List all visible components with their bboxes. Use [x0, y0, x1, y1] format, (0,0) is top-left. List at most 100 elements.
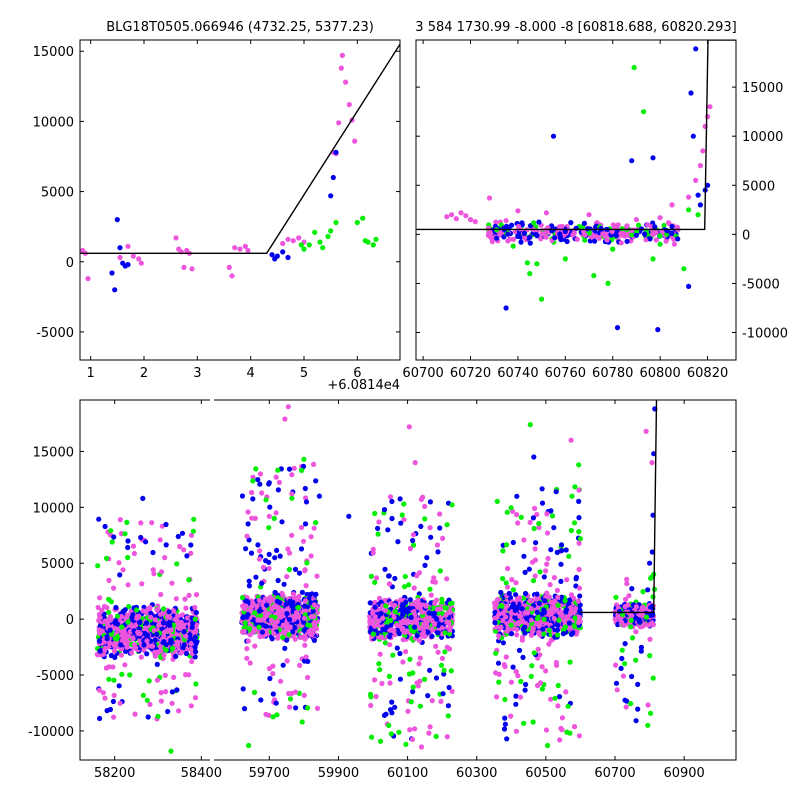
- data-point-pink: [237, 246, 243, 252]
- data-point-pink: [501, 662, 507, 668]
- data-point-pink: [172, 616, 178, 623]
- data-point-green: [401, 584, 408, 590]
- data-point-green: [274, 712, 280, 718]
- data-point-pink: [188, 641, 194, 647]
- data-point-blue: [526, 566, 532, 572]
- data-point-green: [119, 671, 125, 677]
- data-point-green: [144, 697, 150, 703]
- data-point-pink: [229, 273, 235, 279]
- data-point-green: [534, 261, 540, 267]
- data-point-blue: [240, 686, 246, 692]
- data-point-green: [650, 675, 656, 681]
- data-point-pink: [411, 585, 417, 591]
- data-point-pink: [182, 596, 188, 602]
- data-point-green: [104, 555, 110, 562]
- data-point-pink: [244, 646, 250, 652]
- data-point-pink: [486, 195, 493, 201]
- data-point-blue: [96, 638, 102, 644]
- data-point-pink: [183, 633, 189, 639]
- data-point-pink: [642, 621, 648, 627]
- data-point-pink: [266, 565, 272, 572]
- data-point-blue: [558, 561, 564, 567]
- data-point-pink: [617, 616, 624, 622]
- data-point-blue: [502, 721, 508, 727]
- data-point-green: [628, 617, 634, 624]
- data-point-green: [407, 656, 413, 662]
- data-point-blue: [167, 623, 173, 629]
- data-point-pink: [429, 698, 435, 704]
- data-point-pink: [314, 573, 320, 579]
- data-point-pink: [117, 700, 123, 706]
- data-point-pink: [544, 511, 550, 517]
- data-point-green: [253, 466, 259, 472]
- data-point-pink: [494, 694, 500, 700]
- data-point-pink: [188, 703, 194, 709]
- data-point-green: [160, 606, 167, 612]
- data-point-pink: [420, 494, 426, 500]
- data-point-blue: [122, 607, 128, 613]
- data-point-blue: [270, 691, 276, 697]
- data-point-pink: [259, 490, 265, 496]
- data-point-pink: [628, 612, 634, 618]
- data-point-blue: [284, 611, 290, 617]
- data-point-green: [422, 516, 428, 522]
- data-point-pink: [423, 603, 429, 609]
- data-point-blue: [392, 575, 398, 582]
- top-left-xtick-label: 5: [300, 366, 308, 381]
- data-point-blue: [434, 616, 440, 622]
- data-point-pink: [576, 619, 582, 626]
- data-point-pink: [162, 555, 168, 561]
- data-point-pink: [186, 592, 192, 599]
- data-point-pink: [192, 604, 198, 611]
- data-point-blue: [638, 644, 645, 651]
- data-point-pink: [274, 619, 280, 625]
- data-point-pink: [289, 472, 295, 478]
- data-point-blue: [498, 589, 504, 596]
- data-point-pink: [518, 613, 524, 620]
- data-point-blue: [302, 521, 309, 527]
- data-point-green: [661, 222, 667, 229]
- data-point-pink: [430, 618, 436, 624]
- data-point-pink: [416, 605, 422, 611]
- data-point-pink: [159, 569, 165, 575]
- chart-top-left: BLG18T0505.066946 (4732.25, 5377.23) +6.…: [33, 20, 401, 393]
- data-point-pink: [613, 662, 619, 668]
- data-point-pink: [563, 689, 569, 695]
- data-point-pink: [522, 235, 528, 241]
- data-point-pink: [428, 592, 434, 598]
- data-point-pink: [643, 237, 649, 243]
- data-point-pink: [226, 264, 232, 270]
- data-point-pink: [171, 674, 177, 681]
- data-point-pink: [336, 120, 342, 126]
- data-point-pink: [302, 598, 309, 604]
- data-point-blue: [649, 549, 655, 555]
- data-point-pink: [525, 609, 531, 615]
- data-point-pink: [144, 638, 150, 644]
- data-point-pink: [623, 704, 629, 710]
- data-point-green: [555, 602, 561, 609]
- data-point-blue: [255, 542, 261, 548]
- data-point-green: [510, 243, 516, 249]
- data-point-blue: [512, 614, 518, 620]
- data-point-green: [354, 219, 360, 226]
- data-point-green: [271, 515, 277, 522]
- data-point-blue: [302, 603, 308, 609]
- data-point-green: [441, 667, 447, 673]
- data-point-pink: [343, 79, 349, 85]
- data-point-blue: [310, 608, 316, 614]
- data-point-pink: [419, 609, 425, 615]
- data-point-pink: [382, 597, 388, 603]
- data-point-blue: [686, 283, 692, 289]
- data-point-green: [171, 622, 177, 628]
- data-point-pink: [548, 696, 554, 702]
- data-point-pink: [111, 714, 117, 720]
- data-point-blue: [534, 609, 540, 616]
- data-point-pink: [628, 238, 634, 244]
- data-point-blue: [645, 587, 651, 593]
- data-point-green: [622, 661, 628, 667]
- data-point-green: [299, 467, 305, 473]
- data-point-pink: [150, 643, 156, 649]
- data-point-blue: [285, 254, 291, 261]
- data-point-blue: [522, 569, 528, 576]
- data-point-green: [564, 729, 570, 735]
